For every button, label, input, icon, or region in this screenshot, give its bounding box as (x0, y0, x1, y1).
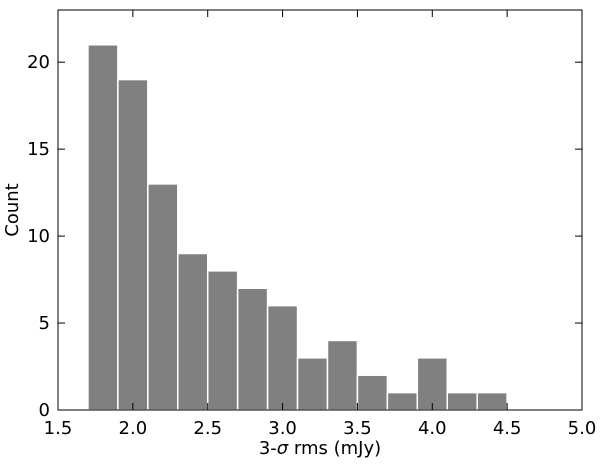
x-axis-label: 3-σ rms (mJy) (259, 438, 381, 459)
y-tick-label: 0 (39, 400, 50, 421)
histogram-bar (356, 374, 389, 411)
plot-frame (57, 9, 583, 411)
histogram-bar (416, 357, 449, 411)
bars-group (87, 44, 508, 411)
ticks-group (57, 10, 583, 411)
x-tick-label: 5.0 (568, 418, 597, 439)
tick-labels-group: 1.5 2.0 2.5 3.0 3.5 4.0 4.5 5.0 0 5 10 15 20 (27, 52, 596, 439)
histogram-bar (117, 78, 149, 411)
histogram-bar (147, 183, 179, 411)
histogram-bar (87, 44, 119, 411)
x-tick-label: 2.0 (119, 418, 148, 439)
y-axis-label: Count (2, 183, 23, 236)
x-tick-label: 3.5 (343, 418, 372, 439)
histogram-bar (446, 391, 478, 411)
histogram-bar (476, 391, 508, 411)
y-tick-label: 5 (39, 313, 50, 334)
histogram-bar (296, 357, 329, 411)
histogram-bar (206, 270, 239, 411)
x-tick-label: 3.0 (268, 418, 297, 439)
histogram-bar (386, 391, 419, 411)
x-tick-label: 4.5 (493, 418, 522, 439)
y-tick-label: 15 (27, 139, 50, 160)
histogram-bar (236, 287, 269, 411)
x-tick-label: 1.5 (44, 418, 73, 439)
histogram-bar (177, 252, 209, 411)
histogram-bar (326, 339, 359, 411)
histogram-bar (266, 304, 299, 411)
y-tick-label: 20 (27, 52, 50, 73)
x-tick-label: 4.0 (418, 418, 447, 439)
x-tick-label: 2.5 (193, 418, 222, 439)
y-tick-label: 10 (27, 226, 50, 247)
